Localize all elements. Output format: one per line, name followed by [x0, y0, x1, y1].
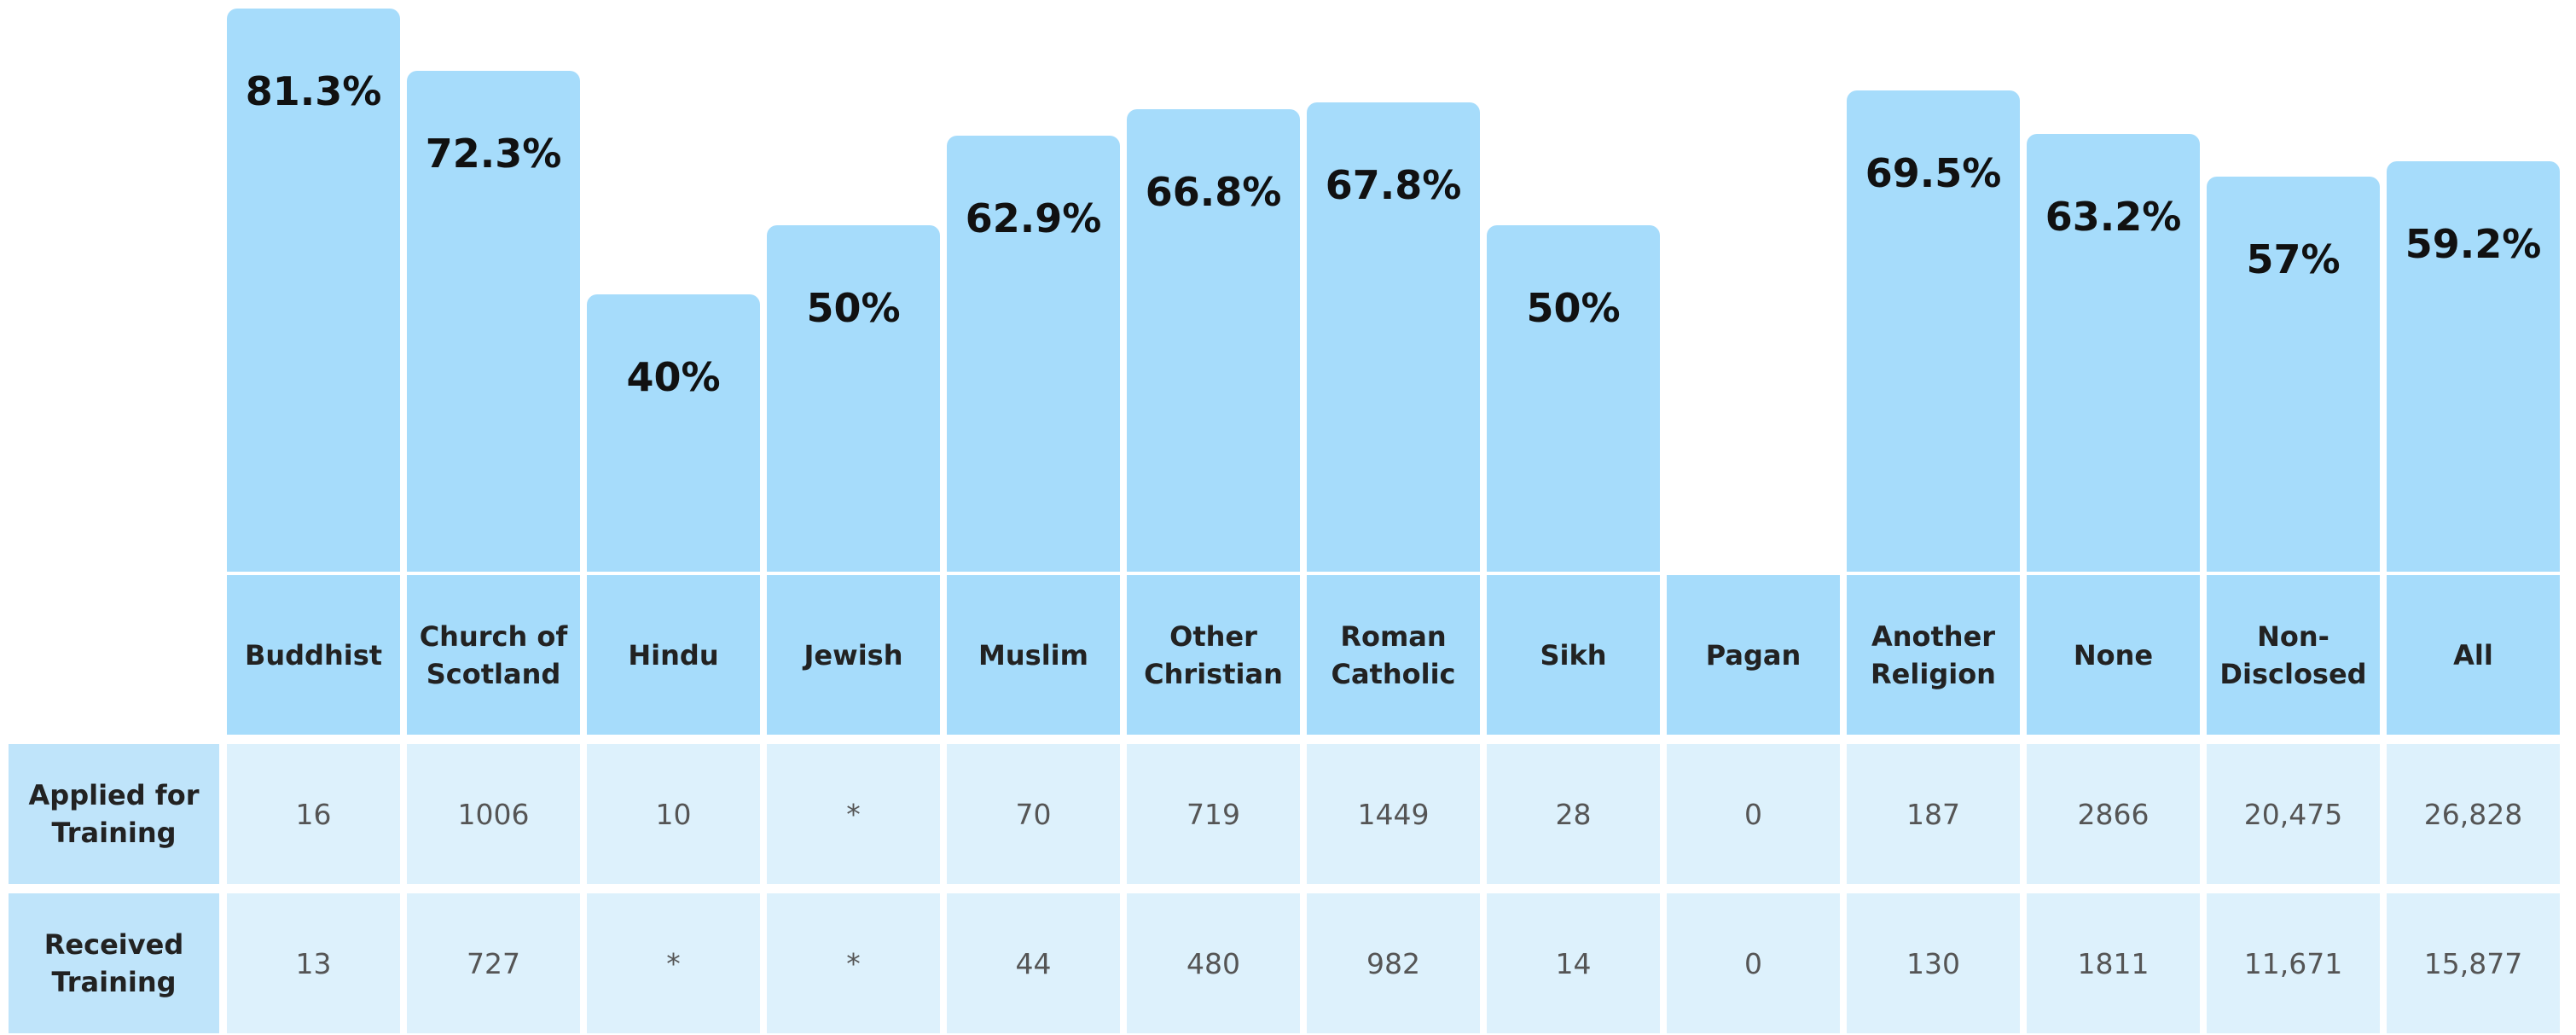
category-header: Roman Catholic: [1307, 575, 1480, 735]
bar: 63.2%: [2027, 133, 2200, 572]
category-header: Another Religion: [1847, 575, 2020, 735]
bar: 40%: [587, 294, 760, 572]
table-cell: 727: [407, 893, 580, 1033]
category-header: Church of Scotland: [407, 575, 580, 735]
table-cell: 14: [1487, 893, 1660, 1033]
category-header: Buddhist: [227, 575, 400, 735]
value-label: 62.9%: [965, 195, 1102, 242]
table-cell: 26,828: [2387, 744, 2560, 884]
category-header: Non-Disclosed: [2207, 575, 2380, 735]
value-label: 57%: [2246, 236, 2341, 283]
bar: 62.9%: [947, 136, 1120, 572]
bar: 81.3%: [227, 9, 400, 572]
category-header: Jewish: [767, 575, 940, 735]
value-label: 67.8%: [1325, 161, 1462, 208]
table-cell: *: [767, 744, 940, 884]
table-cell: 187: [1847, 744, 2020, 884]
value-label: 69.5%: [1865, 149, 2002, 196]
bar: 59.2%: [2387, 161, 2560, 572]
category-header: Hindu: [587, 575, 760, 735]
value-label: 50%: [806, 285, 901, 332]
value-label: 50%: [1526, 285, 1621, 332]
value-label: 40%: [626, 354, 721, 401]
table-cell: *: [767, 893, 940, 1033]
table-cell: 16: [227, 744, 400, 884]
row-header: Applied for Training: [9, 744, 219, 884]
bar: 57%: [2207, 177, 2380, 572]
value-label: 72.3%: [425, 131, 562, 177]
table-cell: 13: [227, 893, 400, 1033]
value-label: 81.3%: [245, 68, 382, 114]
table-cell: 719: [1127, 744, 1300, 884]
table-cell: 480: [1127, 893, 1300, 1033]
table-cell: 1449: [1307, 744, 1480, 884]
table-cell: 44: [947, 893, 1120, 1033]
table-cell: 15,877: [2387, 893, 2560, 1033]
bar: 69.5%: [1847, 90, 2020, 572]
bar: 50%: [767, 225, 940, 572]
category-header: Pagan: [1667, 575, 1840, 735]
value-label: 59.2%: [2405, 221, 2542, 268]
value-label: 63.2%: [2045, 193, 2182, 240]
table-cell: 130: [1847, 893, 2020, 1033]
table-cell: 0: [1667, 744, 1840, 884]
table-cell: 2866: [2027, 744, 2200, 884]
table-cell: 11,671: [2207, 893, 2380, 1033]
table-cell: 1006: [407, 744, 580, 884]
category-header: Muslim: [947, 575, 1120, 735]
table-cell: 0: [1667, 893, 1840, 1033]
table-cell: 70: [947, 744, 1120, 884]
table-cell: 28: [1487, 744, 1660, 884]
table-cell: 20,475: [2207, 744, 2380, 884]
category-header: Other Christian: [1127, 575, 1300, 735]
value-label: 66.8%: [1145, 168, 1282, 215]
bar: 67.8%: [1307, 102, 1480, 572]
table-cell: *: [587, 893, 760, 1033]
category-header: None: [2027, 575, 2200, 735]
table-cell: 10: [587, 744, 760, 884]
bar: 66.8%: [1127, 108, 1300, 572]
bar: 50%: [1487, 225, 1660, 572]
category-header: Sikh: [1487, 575, 1660, 735]
row-header: Received Training: [9, 893, 219, 1033]
category-header: All: [2387, 575, 2560, 735]
bar: 72.3%: [407, 71, 580, 572]
table-cell: 1811: [2027, 893, 2200, 1033]
table-cell: 982: [1307, 893, 1480, 1033]
